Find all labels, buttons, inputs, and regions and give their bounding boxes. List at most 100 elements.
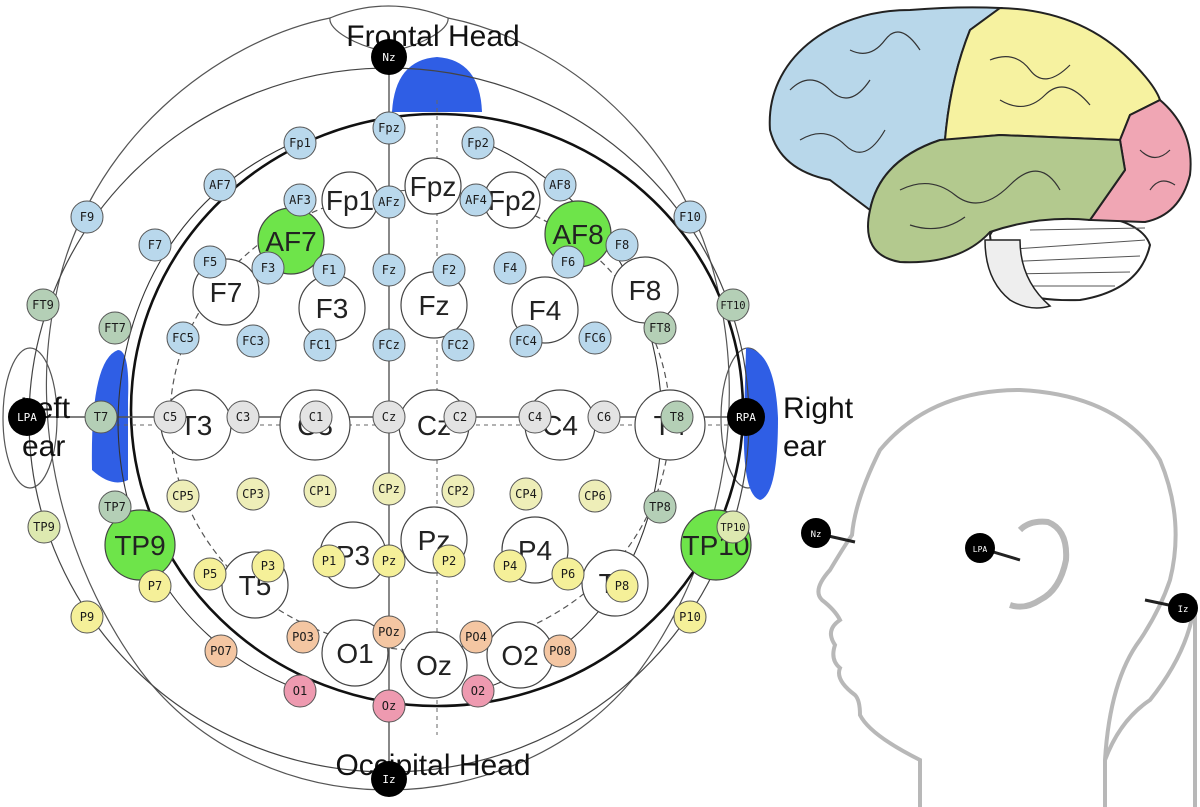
electrode-fz: Fz	[372, 253, 406, 287]
electrode-circle	[605, 569, 639, 603]
large-electrode-o2: O2	[486, 621, 554, 689]
temporal-lobe	[867, 133, 1127, 264]
electrode-p9: P9	[70, 600, 104, 634]
electrode-circle	[716, 288, 750, 322]
profile-outline	[816, 387, 1197, 807]
electrode-circle	[193, 245, 227, 279]
large-electrode-f8: F8	[611, 256, 679, 324]
electrode-circle	[459, 620, 493, 654]
electrode-cp6: CP6	[578, 479, 612, 513]
large-electrode-f3: F3	[298, 274, 366, 342]
electrode-circle	[283, 126, 317, 160]
electrode-circle	[138, 228, 172, 262]
electrode-af4: AF4	[459, 183, 493, 217]
electrode-label: PO4	[465, 630, 487, 644]
electrode-ft10: FT10	[716, 288, 750, 322]
electrode-po3: PO3	[286, 620, 320, 654]
electrode-label: FC4	[515, 334, 537, 348]
electrode-label: F7	[148, 238, 162, 252]
electrode-label: Fp1	[289, 136, 311, 150]
electrode-label: TP8	[649, 500, 671, 514]
electrode-label: F4	[503, 261, 517, 275]
large-electrode-fz: Fz	[400, 271, 468, 339]
large-electrode-fp1: Fp1	[321, 171, 379, 229]
electrode-label: P2	[442, 554, 456, 568]
electrode-circle	[643, 490, 677, 524]
electrode-label: FT9	[32, 298, 54, 312]
electrode-circle	[98, 490, 132, 524]
electrode-tp9: TP9	[27, 510, 61, 544]
electrode-cp1: CP1	[303, 474, 337, 508]
electrode-circle	[251, 549, 285, 583]
electrode-fc4: FC4	[509, 324, 543, 358]
large-electrode-label: F8	[629, 275, 662, 306]
electrode-montage-head: Fp1FpzFp2F7F3FzF4F8T3C3CzC4T4T5P3PzP4T6O…	[2, 5, 854, 797]
electrode-c5: C5	[153, 400, 187, 434]
electrode-label: FC5	[172, 331, 194, 345]
electrode-circle	[312, 253, 346, 287]
electrode-circle	[153, 400, 187, 434]
electrode-label: P3	[261, 559, 275, 573]
left-ear-outline	[2, 347, 58, 489]
electrode-fc6: FC6	[578, 321, 612, 355]
large-electrode-label: F4	[529, 295, 562, 326]
electrode-label: C6	[597, 410, 611, 424]
landmark-rpa: RPA	[727, 398, 765, 436]
electrode-label: F9	[80, 210, 94, 224]
electrode-label: F6	[561, 255, 575, 269]
electrode-label: C4	[528, 410, 542, 424]
electrode-label: Fz	[382, 263, 396, 277]
electrode-p1: P1	[312, 544, 346, 578]
electrode-ft7: FT7	[98, 311, 132, 345]
profile-lpa-marker: LPA	[965, 533, 995, 563]
electrode-cz: Cz	[372, 400, 406, 434]
electrode-af7: AF7	[203, 168, 237, 202]
electrode-circle	[459, 183, 493, 217]
electrode-label: POz	[378, 625, 400, 639]
electrode-fc3: FC3	[236, 324, 270, 358]
electrode-label: PO8	[549, 644, 571, 658]
electrode-circle	[372, 472, 406, 506]
electrode-circle	[551, 245, 585, 279]
large-electrode-label: Fp2	[488, 185, 536, 216]
large-electrode-o1: O1	[321, 619, 389, 687]
electrode-c6: C6	[587, 400, 621, 434]
electrode-o1: O1	[283, 674, 317, 708]
electrode-fc5: FC5	[166, 321, 200, 355]
electrode-circle	[673, 200, 707, 234]
electrode-label: F2	[442, 263, 456, 277]
electrode-circle	[551, 557, 585, 591]
electrode-circle	[543, 168, 577, 202]
electrode-p3: P3	[251, 549, 285, 583]
electrode-circle	[204, 634, 238, 668]
electrode-label: O1	[293, 684, 307, 698]
electrode-circle	[493, 549, 527, 583]
electrode-label: F1	[322, 263, 336, 277]
large-electrode-label: AF8	[552, 219, 603, 250]
electrode-label: T8	[670, 410, 684, 424]
electrode-tp8: TP8	[643, 490, 677, 524]
electrode-cp4: CP4	[509, 477, 543, 511]
electrode-ft8: FT8	[643, 311, 677, 345]
electrode-fpz: Fpz	[372, 111, 406, 145]
electrode-tp10: TP10	[716, 510, 750, 544]
electrode-circle	[70, 600, 104, 634]
electrode-label: AF8	[549, 178, 571, 192]
profile-ear	[1009, 518, 1070, 610]
electrode-label: FCz	[378, 338, 400, 352]
electrode-circle	[372, 689, 406, 723]
electrode-circle	[303, 328, 337, 362]
frontal-blue-band	[392, 57, 482, 112]
small-electrode-layer: Fp1 Fpz Fp2 AF7 AF3 AFz AF4 AF8 F9 F7 F5 F3 F1 Fz F2 F4…	[26, 111, 750, 723]
electrode-label: AFz	[378, 195, 400, 209]
electrode-circle	[84, 400, 118, 434]
electrode-label: FC6	[584, 331, 606, 345]
electrode-f6: F6	[551, 245, 585, 279]
electrode-label: AF7	[209, 178, 231, 192]
large-electrode-label: F3	[316, 293, 349, 324]
electrode-poz: POz	[372, 615, 406, 649]
electrode-label: CP4	[515, 487, 537, 501]
electrode-fc2: FC2	[441, 328, 475, 362]
electrode-label: CP3	[242, 487, 264, 501]
electrode-circle	[432, 253, 466, 287]
